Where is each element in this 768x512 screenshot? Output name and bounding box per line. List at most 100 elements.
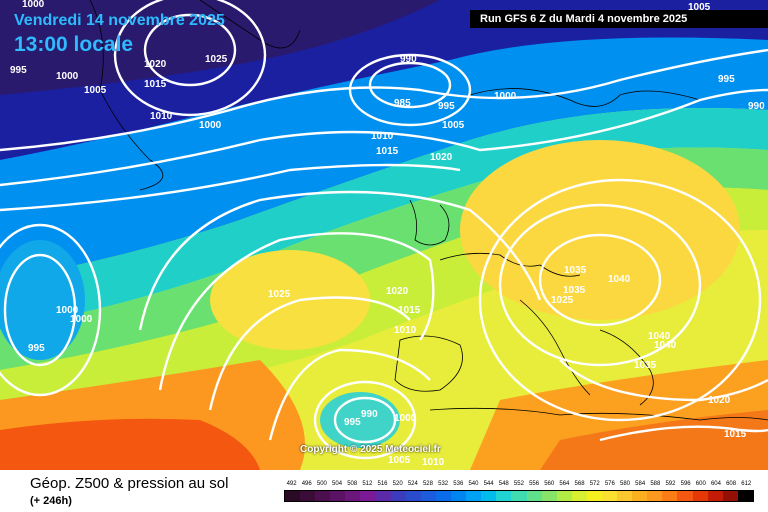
isobar-label: 1015 [398,305,421,316]
color-scale-bar [284,490,754,502]
scale-swatch [707,491,723,501]
map-footer: Géop. Z500 & pression au sol (+ 246h) 49… [0,470,768,512]
field-deepest [0,0,440,95]
isobar-label: 1010 [394,325,417,336]
scale-swatch [647,491,663,501]
isobar-label: 985 [394,98,411,109]
isobar-label: 1020 [144,59,167,70]
copyright-notice: Copyright © 2025 Meteociel.fr [300,444,441,455]
scale-swatch [571,491,587,501]
scale-value: 504 [332,481,343,487]
isobar-label: 1020 [708,395,731,406]
isobar-label: 1025 [268,289,291,300]
scale-value: 528 [422,481,433,487]
scale-value: 512 [362,481,373,487]
scale-swatch [526,491,542,501]
coastlines [89,0,768,421]
scale-value: 604 [710,481,721,487]
scale-value: 548 [498,481,509,487]
scale-value: 544 [483,481,494,487]
scale-value: 516 [377,481,388,487]
isobar-label: 1005 [388,455,411,466]
isobar-label: 1000 [56,305,79,316]
scale-value: 508 [347,481,358,487]
scale-swatch [601,491,618,501]
forecast-local-time: 13:00 locale [14,33,134,56]
isobar-label: 1040 [654,340,677,351]
scale-value: 564 [559,481,570,487]
field-ridge [460,140,740,320]
scale-value: 552 [513,481,524,487]
scale-value: 612 [741,481,752,487]
scale-swatch [632,491,648,501]
color-scale-labels: 492 496 500 504 508 512 516 520 524 528 532 536 540 5… [284,480,754,489]
scale-swatch [722,491,738,501]
scale-swatch [662,491,678,501]
product-title: Géop. Z500 & pression au sol [30,475,229,492]
scale-value: 560 [544,481,555,487]
scale-swatch [511,491,527,501]
scale-value: 576 [604,481,615,487]
scale-value: 572 [589,481,600,487]
scale-swatch [586,491,602,501]
isobar-label: 1035 [564,265,587,276]
isobar-label: 990 [400,54,417,65]
scale-swatch [617,491,633,501]
scale-swatch [300,491,316,501]
scale-value: 600 [695,481,706,487]
isobar-label: 1000 [56,71,79,82]
isobar-label: 1010 [150,111,173,122]
scale-swatch [330,491,346,501]
field-ridge-west [210,250,370,350]
isobar-label: 1000 [199,120,222,131]
field-cutoff-low [320,392,400,448]
scale-swatch [496,491,512,501]
isobar-label: 1015 [144,79,167,90]
scale-swatch [556,491,572,501]
scale-value: 592 [665,481,676,487]
isobar-label: 1000 [494,91,517,102]
scale-value: 568 [574,481,585,487]
scale-swatch [390,491,406,501]
scale-value: 584 [635,481,646,487]
scale-value: 520 [392,481,403,487]
isobar-label: 995 [718,74,735,85]
scale-swatch [285,491,301,501]
scale-value: 532 [438,481,449,487]
forecast-map: 1000 995 1000 1005 1020 1025 1015 1010 1… [0,0,768,470]
isobar-label: 1025 [205,54,228,65]
field-red-sw [0,418,260,470]
scale-value: 608 [726,481,737,487]
scale-swatch [405,491,421,501]
isobar-label: 1010 [371,131,394,142]
isobar-label: 990 [361,409,378,420]
isobar-label: 1005 [688,2,711,13]
scale-value: 524 [407,481,418,487]
isobar-label: 1015 [724,429,747,440]
isobar-label: 995 [438,101,455,112]
forecast-date: Vendredi 14 novembre 2025 [14,12,225,29]
isobar-label: 1000 [22,0,45,10]
isobar-labels: 1000 995 1000 1005 1020 1025 1015 1010 1… [10,0,765,468]
scale-swatch [345,491,361,501]
scale-swatch [420,491,436,501]
isobar-label: 1015 [376,146,399,157]
field-cyan [0,108,768,330]
isobar-label: 1020 [430,152,453,163]
run-info-banner: Run GFS 6 Z du Mardi 4 novembre 2025 [470,10,768,28]
scale-value: 556 [529,481,540,487]
scale-swatch [677,491,693,501]
field-red-se [540,410,768,470]
scale-value: 500 [316,481,327,487]
scale-value: 596 [680,481,691,487]
scale-value: 540 [468,481,479,487]
scale-swatch [375,491,391,501]
lead-time: (+ 246h) [30,495,72,507]
isobar-label: 1020 [386,286,409,297]
scale-swatch [466,491,482,501]
scale-swatch [481,491,497,501]
isobar-label: 995 [28,343,45,354]
scale-value: 580 [620,481,631,487]
field-green [0,147,768,370]
isobar-label: 1000 [70,314,93,325]
